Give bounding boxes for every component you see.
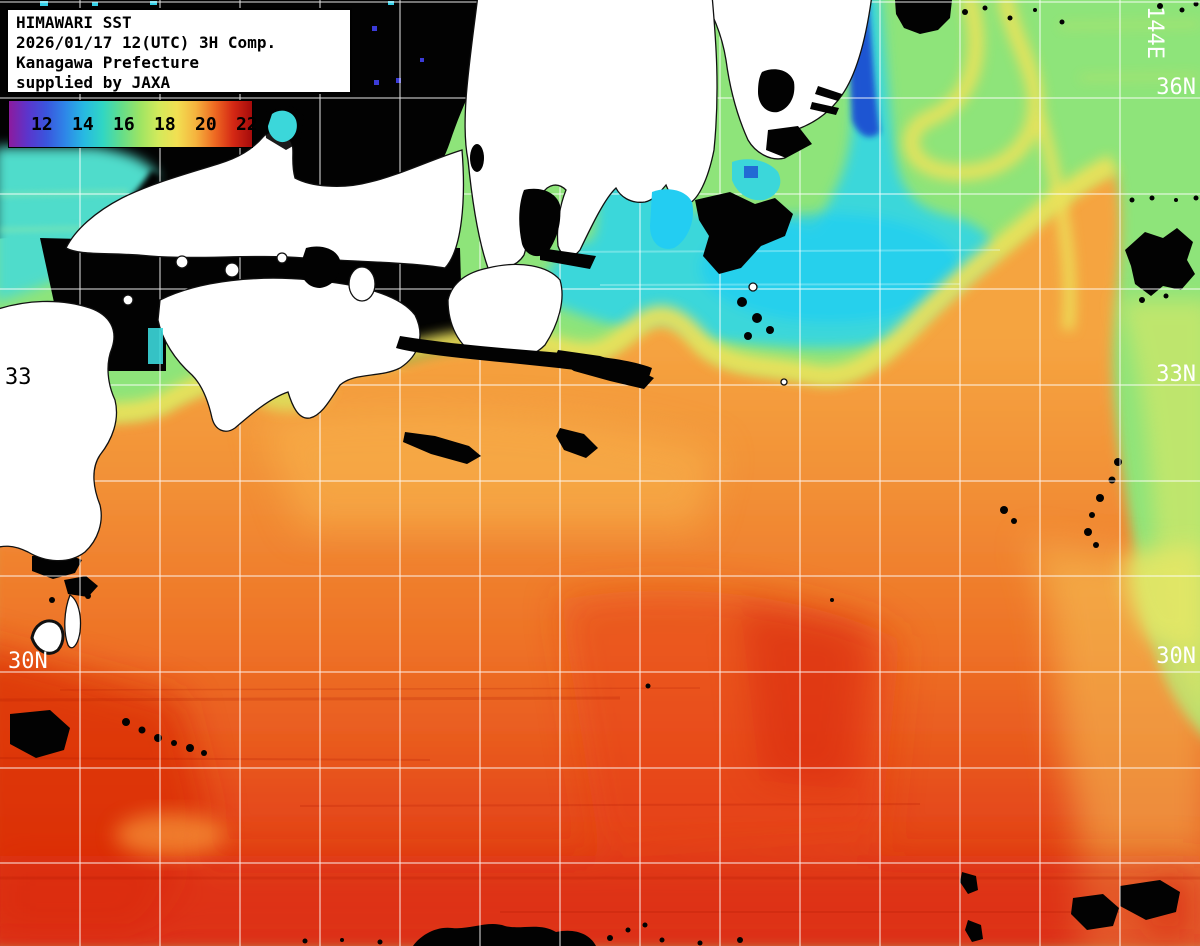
tick-12: 12 (31, 114, 53, 135)
tick-18: 18 (154, 114, 176, 135)
title-line-product: HIMAWARI SST (16, 13, 132, 32)
land-islet-suruga (748, 282, 758, 292)
cyan-striations (559, 249, 1001, 286)
colorbar-ticks: 12 14 16 18 20 22 (9, 101, 258, 147)
pale-patch-bottomleft (115, 813, 225, 857)
tick-20: 20 (195, 114, 217, 135)
title-box: HIMAWARI SST 2026/01/17 12(UTC) 3H Comp.… (6, 8, 352, 94)
land-tanegashima (64, 594, 82, 649)
pale-warm-patch (260, 410, 720, 530)
wakasa-bay-cold (268, 110, 297, 143)
lake-biwa (470, 144, 484, 172)
label-33n: 33N (1156, 362, 1196, 387)
tick-22: 22 (236, 114, 258, 135)
label-33-left: 33 (5, 365, 32, 390)
label-144e: 144E (1142, 6, 1167, 59)
tick-16: 16 (113, 114, 135, 135)
grid-labels: 136E 144E 36N 33N 30N 30N 33 (5, 6, 1196, 674)
blue-specks (372, 26, 424, 85)
land-yakushima (30, 619, 65, 655)
ise-bay (519, 188, 561, 257)
land-islet-izu (780, 378, 788, 386)
title-line-credit: supplied by JAXA (16, 73, 171, 92)
yellowgreen-patch-right (1124, 545, 1200, 645)
tick-14: 14 (72, 114, 94, 135)
colorbar-gradient (9, 101, 252, 147)
bungo-cold (148, 328, 163, 364)
title-line-region: Kanagawa Prefecture (16, 53, 200, 72)
label-30n-right: 30N (1156, 644, 1196, 669)
label-36n: 36N (1156, 75, 1196, 100)
land-chugoku (65, 130, 465, 269)
land-kyushu (0, 300, 118, 562)
pale-yellow-column (1025, 540, 1200, 946)
suruga-clouds (695, 192, 793, 274)
osaka-bay (300, 246, 341, 288)
sea-of-japan-water (0, 147, 158, 301)
warm-eddy-swirls (903, 0, 1200, 331)
atsumi-cold (650, 189, 694, 249)
tokyo-bay (758, 69, 795, 113)
cold-pockets (148, 110, 781, 364)
warm-striations (0, 687, 1200, 913)
warm-water-mass (0, 170, 1200, 946)
land-shikoku (157, 277, 421, 432)
label-136e: 136E (502, 6, 527, 59)
title-line-datetime: 2026/01/17 12(UTC) 3H Comp. (16, 33, 277, 52)
cloud-specks (10, 0, 1199, 946)
sagami-clouds (766, 126, 812, 158)
label-30n-left: 30N (8, 649, 48, 674)
temperature-colorbar: 12 14 16 18 20 22 (8, 100, 258, 148)
cyan-specks-top (40, 1, 394, 6)
land-awaji (348, 266, 376, 302)
